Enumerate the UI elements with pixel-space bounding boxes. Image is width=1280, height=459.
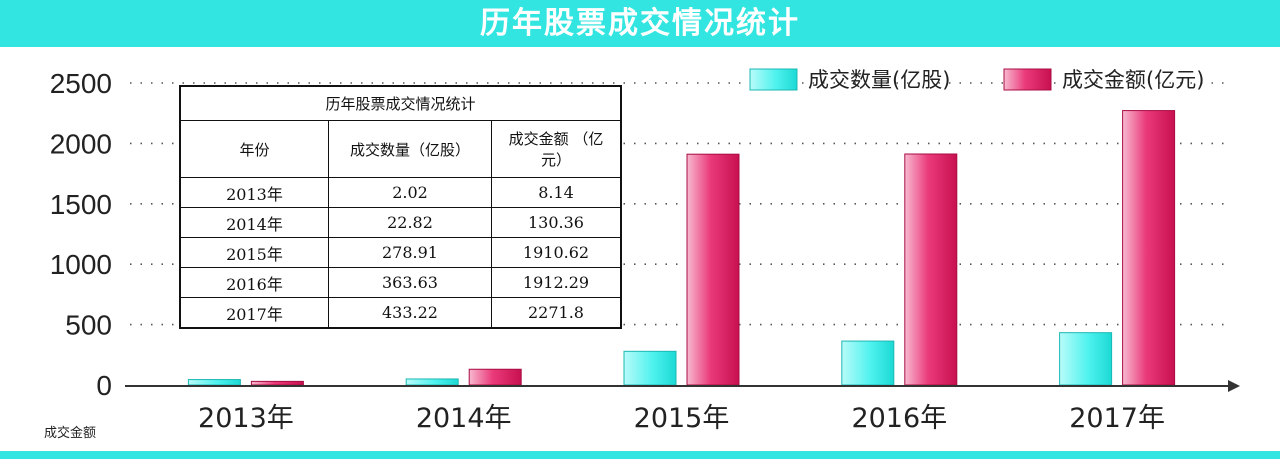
bar-amount	[250, 380, 304, 386]
table-header-row: 年份 成交数量（亿股） 成交金额 （亿元）	[179, 120, 622, 178]
y-tick-label: 2500	[50, 68, 112, 99]
title-banner	[0, 0, 1280, 47]
table-cell: 2017年	[179, 297, 329, 329]
table-row: 2015年 278.91 1910.62	[179, 237, 622, 268]
table-header-amount: 成交金额 （亿元）	[491, 120, 622, 178]
y-tick-label: 0	[96, 370, 112, 401]
page-title: 历年股票成交情况统计	[480, 6, 800, 41]
table-cell: 1910.62	[491, 237, 622, 268]
y-tick-label: 500	[65, 310, 112, 341]
table-cell: 8.14	[491, 177, 622, 208]
table-cell: 130.36	[491, 207, 622, 238]
table-cell: 1912.29	[491, 267, 622, 298]
table-cell: 2014年	[179, 207, 329, 238]
y-tick-label: 1500	[50, 189, 112, 220]
table-title-row: 历年股票成交情况统计	[179, 85, 622, 121]
table-cell: 2013年	[179, 177, 329, 208]
y-tick-label: 1000	[50, 249, 112, 280]
bar-volume	[405, 378, 459, 386]
bottom-strip	[0, 451, 1280, 459]
x-tick-label: 2014年	[416, 403, 512, 434]
y-axis-bottom-label: 成交金额	[44, 425, 96, 441]
table-cell: 2015年	[179, 237, 329, 268]
table-row: 2014年 22.82 130.36	[179, 207, 622, 238]
legend: 成交数量(亿股) 成交金额(亿元)	[749, 68, 1204, 92]
table-cell: 2.02	[328, 177, 492, 208]
bar-amount	[686, 153, 740, 386]
table-cell: 2016年	[179, 267, 329, 298]
legend-label: 成交数量(亿股)	[808, 68, 950, 92]
bar-volume	[1059, 332, 1113, 386]
table-row: 2016年 363.63 1912.29	[179, 267, 622, 298]
bars	[187, 110, 1176, 386]
x-tick-label: 2013年	[198, 403, 294, 434]
bar-amount	[904, 153, 958, 386]
table-cell: 278.91	[328, 237, 492, 268]
table-cell: 22.82	[328, 207, 492, 238]
x-tick-label: 2017年	[1069, 403, 1165, 434]
table-cell: 363.63	[328, 267, 492, 298]
bar-volume	[841, 340, 895, 386]
table-header-volume: 成交数量（亿股）	[328, 120, 492, 178]
bar-amount	[1122, 110, 1176, 386]
bar-amount	[468, 368, 522, 386]
y-axis: 0 500 1000 1500 2000 2500	[50, 68, 112, 401]
table-row: 2017年 433.22 2271.8	[179, 297, 622, 329]
data-table: 历年股票成交情况统计 年份 成交数量（亿股） 成交金额 （亿元） 2013年 2…	[179, 85, 622, 329]
x-tick-label: 2015年	[634, 403, 730, 434]
table-cell: 2271.8	[491, 297, 622, 329]
legend-swatch	[1003, 68, 1052, 91]
x-axis: 2013年 2014年 2015年 2016年 2017年	[125, 380, 1240, 434]
x-tick-label: 2016年	[851, 403, 947, 434]
bar-volume	[187, 379, 241, 386]
legend-label: 成交金额(亿元)	[1062, 68, 1204, 92]
table-header-year: 年份	[179, 120, 329, 178]
y-tick-label: 2000	[50, 128, 112, 159]
table-cell: 433.22	[328, 297, 492, 329]
table-row: 2013年 2.02 8.14	[179, 177, 622, 208]
bar-volume	[623, 350, 677, 386]
legend-swatch	[749, 68, 798, 91]
x-axis-arrow-icon	[1228, 380, 1240, 392]
table-title: 历年股票成交情况统计	[179, 85, 622, 121]
